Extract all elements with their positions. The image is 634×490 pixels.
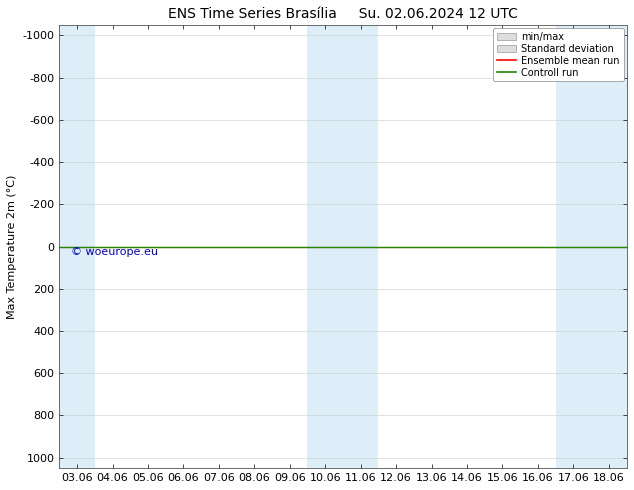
Y-axis label: Max Temperature 2m (°C): Max Temperature 2m (°C) <box>7 174 17 318</box>
Bar <box>555 25 591 468</box>
Bar <box>307 25 343 468</box>
Bar <box>343 25 378 468</box>
Bar <box>591 25 626 468</box>
Text: © woeurope.eu: © woeurope.eu <box>71 247 158 257</box>
Title: ENS Time Series Brasília     Su. 02.06.2024 12 UTC: ENS Time Series Brasília Su. 02.06.2024 … <box>168 7 518 21</box>
Legend: min/max, Standard deviation, Ensemble mean run, Controll run: min/max, Standard deviation, Ensemble me… <box>493 28 624 81</box>
Bar <box>60 25 95 468</box>
